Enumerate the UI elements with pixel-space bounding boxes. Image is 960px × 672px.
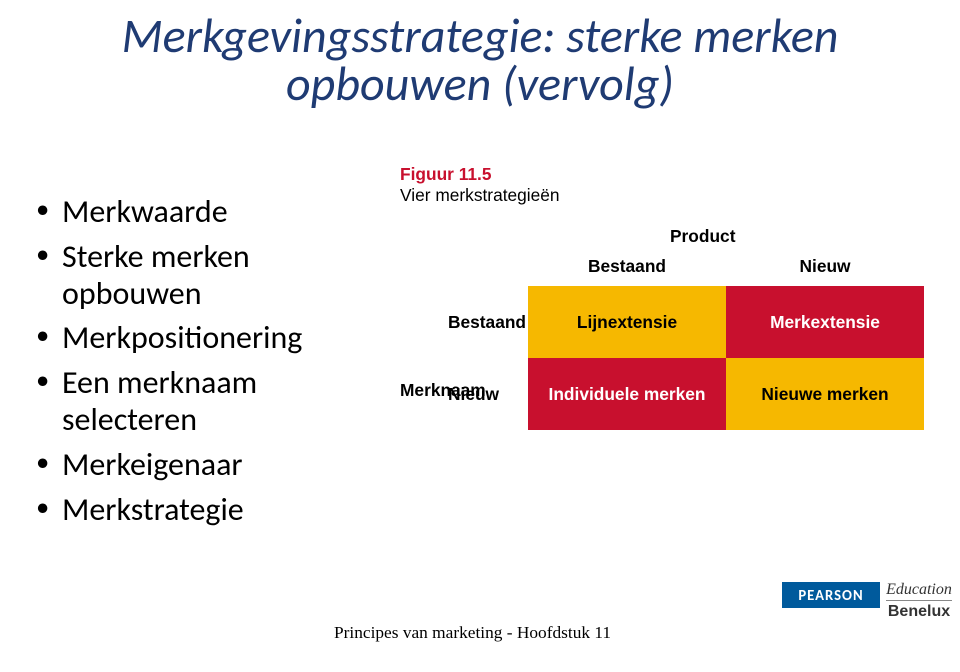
- matrix-cell-1-0: Individuele merken: [528, 358, 726, 430]
- figure-caption-block: Figuur 11.5 Vier merkstrategieën: [400, 164, 560, 206]
- figure-label: Figuur 11.5: [400, 164, 491, 184]
- bullet-list: •Merkwaarde •Sterke merken opbouwen •Mer…: [36, 190, 356, 532]
- slide: Merkgevingsstrategie: sterke merken opbo…: [0, 0, 960, 672]
- education-text: Education: [886, 582, 952, 598]
- bullet-dot-icon: •: [36, 235, 62, 275]
- title-line1: Merkgevingsstrategie: sterke merken: [0, 12, 960, 60]
- bullet-text: Een merknaam selecteren: [62, 361, 356, 443]
- bullet-dot-icon: •: [36, 190, 62, 230]
- col-header-0: Bestaand: [528, 256, 726, 277]
- list-item: •Merkeigenaar: [36, 443, 356, 488]
- logo-divider: [886, 600, 952, 601]
- list-item: •Merkwaarde: [36, 190, 356, 235]
- pearson-logo-box: PEARSON: [782, 582, 880, 608]
- footer-text: Principes van marketing - Hoofdstuk 11: [334, 623, 611, 643]
- list-item: •Merkpositionering: [36, 316, 356, 361]
- col-header-1: Nieuw: [726, 256, 924, 277]
- benelux-text: Benelux: [886, 604, 952, 620]
- page-title: Merkgevingsstrategie: sterke merken opbo…: [0, 12, 960, 108]
- matrix-cell-1-1: Nieuwe merken: [726, 358, 924, 430]
- row-header-0: Bestaand: [448, 312, 526, 333]
- bullet-text: Merkstrategie: [62, 488, 356, 533]
- matrix-cell-0-1: Merkextensie: [726, 286, 924, 358]
- bullet-text: Sterke merken opbouwen: [62, 235, 356, 317]
- bullet-text: Merkeigenaar: [62, 443, 356, 488]
- list-item: •Sterke merken opbouwen: [36, 235, 356, 317]
- list-item: •Merkstrategie: [36, 488, 356, 533]
- title-line2: opbouwen (vervolg): [0, 60, 960, 108]
- bullet-dot-icon: •: [36, 316, 62, 356]
- axis-top-label: Product: [670, 226, 735, 247]
- bullet-dot-icon: •: [36, 361, 62, 401]
- bullet-dot-icon: •: [36, 488, 62, 528]
- matrix-cell-0-0: Lijnextensie: [528, 286, 726, 358]
- figure-caption: Vier merkstrategieën: [400, 185, 560, 205]
- bullet-text: Merkpositionering: [62, 316, 356, 361]
- list-item: •Een merknaam selecteren: [36, 361, 356, 443]
- bullet-dot-icon: •: [36, 443, 62, 483]
- row-header-1: Nieuw: [448, 384, 499, 405]
- bullet-text: Merkwaarde: [62, 190, 356, 235]
- education-benelux-label: Education Benelux: [886, 582, 952, 620]
